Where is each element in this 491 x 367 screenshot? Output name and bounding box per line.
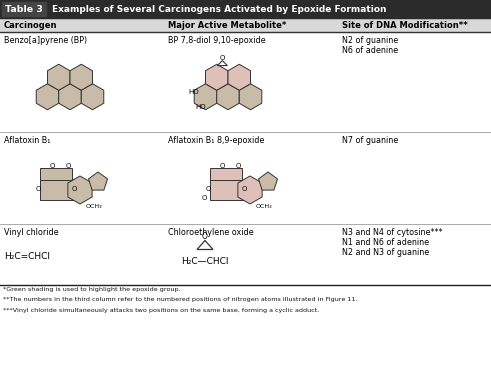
- Text: N2 and N3 of guanine: N2 and N3 of guanine: [342, 248, 429, 257]
- Text: Major Active Metabolite*: Major Active Metabolite*: [168, 21, 286, 29]
- Text: N3 and N4 of cytosine***: N3 and N4 of cytosine***: [342, 228, 442, 237]
- Text: Chloroethylene oxide: Chloroethylene oxide: [168, 228, 254, 237]
- Text: ***Vinyl chloride simultaneously attacks two positions on the same base, forming: ***Vinyl chloride simultaneously attacks…: [3, 308, 319, 313]
- Text: Table 3: Table 3: [5, 4, 43, 14]
- Bar: [2, 2, 46, 16]
- Text: O: O: [35, 186, 41, 192]
- Polygon shape: [48, 64, 70, 90]
- Text: **The numbers in the third column refer to the numbered positions of nitrogen at: **The numbers in the third column refer …: [3, 298, 357, 302]
- Text: O: O: [205, 186, 211, 192]
- Text: Aflatoxin B₁ 8,9-epoxide: Aflatoxin B₁ 8,9-epoxide: [168, 136, 264, 145]
- Text: O: O: [202, 232, 208, 241]
- Polygon shape: [68, 176, 92, 204]
- Text: Carcinogen: Carcinogen: [4, 21, 57, 29]
- Polygon shape: [59, 84, 81, 110]
- Text: Benzo[a]pyrene (BP): Benzo[a]pyrene (BP): [4, 36, 87, 45]
- Text: Examples of Several Carcinogens Activated by Epoxide Formation: Examples of Several Carcinogens Activate…: [52, 4, 386, 14]
- Bar: [40, 168, 72, 180]
- Polygon shape: [36, 84, 59, 110]
- Text: OCH₃: OCH₃: [86, 203, 103, 208]
- Polygon shape: [239, 84, 262, 110]
- Polygon shape: [88, 172, 108, 190]
- Text: OCH₃: OCH₃: [256, 203, 273, 208]
- Text: HO: HO: [189, 89, 199, 95]
- Text: Vinyl chloride: Vinyl chloride: [4, 228, 58, 237]
- Text: H₂C=CHCl: H₂C=CHCl: [4, 252, 50, 261]
- Polygon shape: [238, 176, 262, 204]
- Text: N6 of adenine: N6 of adenine: [342, 46, 398, 55]
- Polygon shape: [217, 84, 239, 110]
- Text: O: O: [201, 195, 207, 201]
- Text: Aflatoxin B₁: Aflatoxin B₁: [4, 136, 51, 145]
- Polygon shape: [194, 84, 217, 110]
- Polygon shape: [205, 64, 228, 90]
- Text: O: O: [65, 163, 71, 169]
- Text: N2 of guanine: N2 of guanine: [342, 36, 398, 45]
- Text: *Green shading is used to highlight the epoxide group.: *Green shading is used to highlight the …: [3, 287, 181, 292]
- Text: O: O: [219, 55, 225, 61]
- Text: Site of DNA Modification**: Site of DNA Modification**: [342, 21, 468, 29]
- Text: HO: HO: [195, 104, 206, 110]
- Polygon shape: [258, 172, 277, 190]
- Polygon shape: [228, 64, 250, 90]
- Bar: [210, 180, 244, 200]
- Text: O: O: [235, 163, 241, 169]
- Text: N1 and N6 of adenine: N1 and N6 of adenine: [342, 238, 429, 247]
- Bar: [40, 180, 74, 200]
- Polygon shape: [70, 64, 92, 90]
- Bar: [0, 18, 491, 32]
- Bar: [0, 0, 491, 18]
- Text: O: O: [219, 163, 225, 169]
- Bar: [210, 168, 242, 180]
- Text: O: O: [71, 186, 77, 192]
- Polygon shape: [81, 84, 104, 110]
- Text: H₂C—CHCl: H₂C—CHCl: [181, 257, 229, 265]
- Text: O: O: [49, 163, 55, 169]
- Text: BP 7,8-diol 9,10-epoxide: BP 7,8-diol 9,10-epoxide: [168, 36, 266, 45]
- Text: O: O: [241, 186, 246, 192]
- Text: N7 of guanine: N7 of guanine: [342, 136, 398, 145]
